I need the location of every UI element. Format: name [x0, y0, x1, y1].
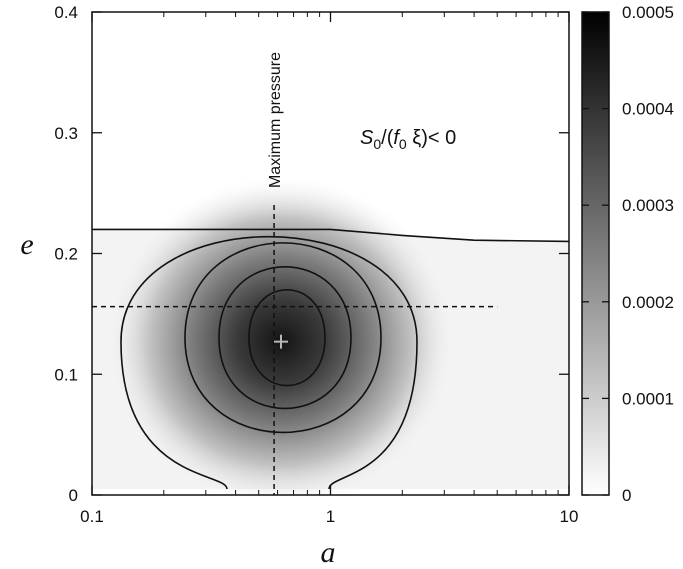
y-axis: 0 0.1 0.2 0.3 0.4 — [54, 3, 569, 505]
x-axis: 0.1 1 10 — [80, 12, 578, 526]
region-label-s-sub: 0 — [373, 136, 381, 152]
x-tick-label: 1 — [326, 507, 335, 526]
region-label-xi: ξ) — [407, 127, 428, 149]
contour-line — [218, 266, 352, 410]
colorbar-tick-label: 0.0004 — [622, 100, 674, 119]
maximum-pressure-label: Maximum pressure — [267, 52, 284, 188]
x-axis-label: a — [321, 536, 336, 569]
region-label-rel: < 0 — [428, 127, 456, 149]
colorbar-tick-label: 0.0001 — [622, 389, 674, 408]
region-label-s: S — [360, 127, 374, 149]
boundary-contour — [92, 228, 569, 243]
region-label-f: f — [393, 127, 401, 149]
contour-line — [248, 289, 326, 387]
colorbar — [581, 11, 610, 496]
region-label-f-sub: 0 — [399, 136, 407, 152]
region-label: S0/(f0 ξ)< 0 — [360, 127, 456, 152]
y-tick-label: 0.4 — [54, 3, 78, 22]
y-tick-label: 0.2 — [54, 245, 78, 264]
colorbar-tick-label: 0.0003 — [622, 196, 674, 215]
colorbar-tick-label: 0 — [622, 486, 631, 505]
y-tick-label: 0.3 — [54, 124, 78, 143]
contour-lines — [120, 235, 418, 490]
colorbar-tick-label: 0.0005 — [622, 3, 674, 22]
contour-line — [184, 242, 382, 434]
x-tick-label: 10 — [560, 507, 579, 526]
colorbar-tick-label: 0.0002 — [622, 293, 674, 312]
region-label-open: /( — [381, 127, 394, 149]
x-tick-label: 0.1 — [80, 507, 104, 526]
contour-line — [120, 235, 418, 490]
y-tick-label: 0.1 — [54, 365, 78, 384]
y-axis-label: e — [20, 228, 33, 261]
y-tick-label: 0 — [69, 486, 78, 505]
peak-marker — [273, 334, 288, 349]
colorbar-ticks: 0 0.0001 0.0002 0.0003 0.0004 0.0005 — [582, 3, 674, 505]
